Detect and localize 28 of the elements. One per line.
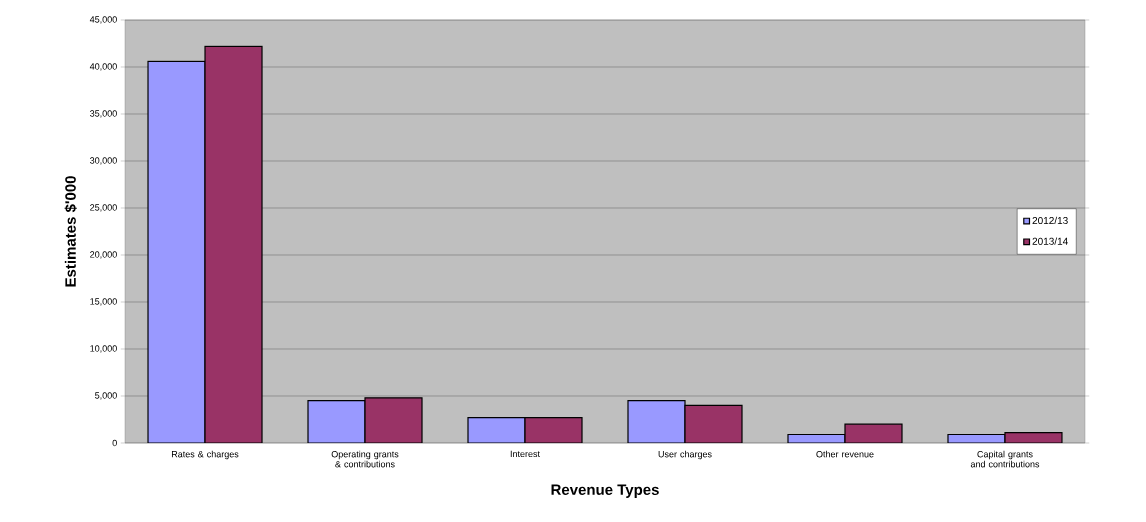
x-tick-label: Rates & charges (171, 450, 239, 460)
x-tick-label: Other revenue (816, 450, 874, 458)
y-tick-label: 15,000 (90, 298, 117, 306)
bar (204, 45, 263, 443)
bar (627, 400, 686, 443)
legend-label: 2013/14 (1032, 237, 1068, 245)
y-tick-label: 45,000 (89, 16, 117, 24)
legend-label: 2012/13 (1032, 216, 1068, 225)
bar (307, 400, 366, 443)
x-axis-title: Revenue Types (551, 484, 659, 498)
y-tick-label: 0 (112, 439, 117, 447)
y-axis-title: Estimates $'000 (64, 176, 77, 287)
y-tick-label: 40,000 (89, 63, 117, 71)
x-tick-label: Operating grants & contributions (331, 450, 399, 468)
y-tick-label: 10,000 (90, 345, 117, 353)
x-tick-label: User charges (658, 450, 712, 460)
y-tick-label: 30,000 (90, 157, 117, 165)
bar (468, 417, 526, 443)
y-tick-label: 35,000 (90, 110, 117, 118)
y-tick-label: 25,000 (90, 204, 117, 212)
y-tick-label: 5,000 (95, 392, 117, 400)
x-tick-label: Interest (510, 450, 540, 458)
x-tick-label: Capital grants and contributions (970, 450, 1040, 468)
bar (525, 417, 583, 443)
y-tick-label: 20,000 (90, 251, 117, 259)
bar (364, 397, 423, 443)
bar (147, 60, 206, 443)
bar (684, 404, 743, 443)
